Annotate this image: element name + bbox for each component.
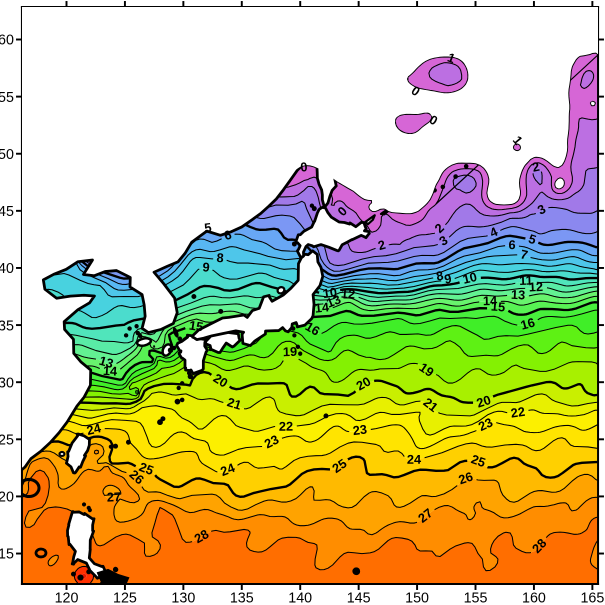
svg-text:120: 120 bbox=[55, 590, 79, 605]
svg-text:24: 24 bbox=[407, 452, 422, 467]
svg-text:2: 2 bbox=[376, 237, 387, 253]
svg-text:20: 20 bbox=[354, 373, 374, 393]
svg-text:14: 14 bbox=[103, 363, 119, 379]
svg-text:25: 25 bbox=[469, 451, 487, 470]
svg-text:8: 8 bbox=[216, 250, 224, 266]
svg-text:14: 14 bbox=[314, 299, 331, 316]
svg-text:23: 23 bbox=[352, 422, 368, 439]
svg-text:23: 23 bbox=[262, 432, 281, 452]
svg-text:23: 23 bbox=[476, 414, 495, 434]
svg-text:10: 10 bbox=[461, 269, 478, 287]
svg-text:12: 12 bbox=[528, 279, 543, 295]
svg-text:155: 155 bbox=[464, 590, 488, 605]
svg-text:25: 25 bbox=[0, 432, 14, 448]
svg-text:24: 24 bbox=[85, 420, 103, 438]
svg-text:45: 45 bbox=[0, 204, 14, 220]
svg-text:60: 60 bbox=[0, 33, 14, 49]
svg-text:2: 2 bbox=[531, 159, 541, 175]
svg-text:13: 13 bbox=[97, 353, 115, 371]
svg-text:24: 24 bbox=[218, 460, 237, 479]
svg-text:27: 27 bbox=[106, 489, 121, 505]
svg-text:140: 140 bbox=[288, 590, 312, 605]
svg-text:8: 8 bbox=[435, 268, 445, 284]
svg-text:6: 6 bbox=[508, 237, 516, 252]
svg-text:25: 25 bbox=[329, 456, 349, 476]
svg-text:160: 160 bbox=[522, 590, 546, 605]
svg-text:125: 125 bbox=[113, 590, 137, 605]
svg-text:40: 40 bbox=[0, 261, 14, 277]
svg-text:13: 13 bbox=[324, 291, 343, 310]
svg-text:5: 5 bbox=[203, 220, 212, 236]
svg-text:6: 6 bbox=[222, 227, 234, 243]
svg-text:20: 20 bbox=[0, 490, 14, 506]
svg-text:26: 26 bbox=[456, 469, 474, 488]
svg-text:13: 13 bbox=[511, 287, 526, 303]
svg-text:135: 135 bbox=[230, 590, 254, 605]
svg-text:55: 55 bbox=[0, 90, 14, 106]
svg-text:0: 0 bbox=[300, 159, 308, 175]
svg-text:16: 16 bbox=[519, 315, 537, 333]
svg-text:22: 22 bbox=[279, 419, 293, 434]
svg-text:145: 145 bbox=[347, 590, 371, 605]
svg-text:20: 20 bbox=[475, 392, 493, 411]
svg-text:35: 35 bbox=[0, 318, 14, 334]
svg-text:19: 19 bbox=[283, 344, 298, 359]
svg-text:1: 1 bbox=[446, 50, 458, 67]
svg-text:15: 15 bbox=[188, 317, 204, 334]
svg-text:19: 19 bbox=[417, 360, 437, 380]
svg-text:50: 50 bbox=[0, 147, 14, 163]
svg-text:15: 15 bbox=[490, 298, 505, 314]
svg-text:11: 11 bbox=[519, 273, 533, 288]
svg-text:150: 150 bbox=[405, 590, 429, 605]
svg-text:12: 12 bbox=[340, 286, 355, 302]
svg-text:130: 130 bbox=[171, 590, 195, 605]
svg-text:25: 25 bbox=[137, 459, 156, 478]
svg-text:30: 30 bbox=[0, 375, 14, 391]
svg-text:9: 9 bbox=[202, 259, 210, 274]
svg-text:10: 10 bbox=[322, 284, 338, 301]
svg-text:28: 28 bbox=[192, 526, 212, 546]
svg-text:7: 7 bbox=[519, 246, 529, 262]
svg-text:15: 15 bbox=[0, 547, 14, 563]
svg-text:22: 22 bbox=[510, 404, 526, 421]
svg-text:20: 20 bbox=[211, 370, 231, 390]
svg-text:16: 16 bbox=[303, 319, 323, 339]
svg-text:14: 14 bbox=[483, 293, 498, 308]
svg-text:21: 21 bbox=[225, 394, 243, 412]
svg-text:5: 5 bbox=[527, 231, 538, 247]
svg-text:165: 165 bbox=[580, 590, 604, 605]
svg-text:9: 9 bbox=[443, 271, 453, 287]
